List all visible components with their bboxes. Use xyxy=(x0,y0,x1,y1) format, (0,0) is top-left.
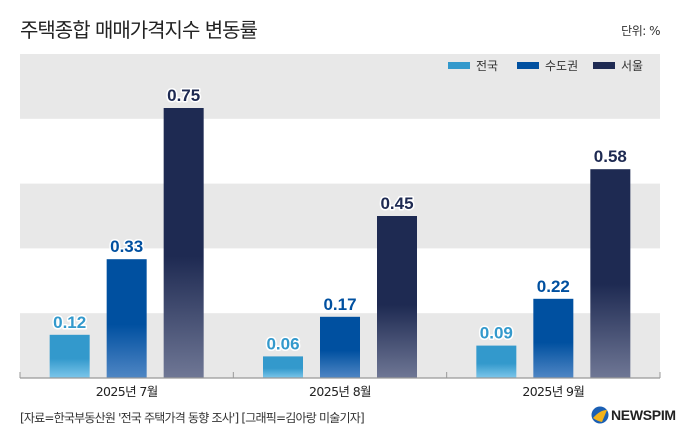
bar-서울 xyxy=(163,108,204,378)
x-axis: 2025년 7월 2025년 8월 2025년 9월 xyxy=(19,372,661,399)
chart-title: 주택종합 매매가격지수 변동률 xyxy=(20,18,258,42)
logo-text: NEWSPIM xyxy=(611,407,676,423)
legend-item: 수도권 xyxy=(517,59,578,73)
bar-수도권 xyxy=(106,259,147,378)
x-tick-label: 2025년 8월 xyxy=(309,384,371,399)
bar-수도권 xyxy=(320,316,360,378)
legend: 전국 수도권 서울 xyxy=(448,59,643,73)
bar-전국 xyxy=(263,356,303,378)
grid-band xyxy=(20,54,660,119)
newspim-logo-icon xyxy=(591,406,609,424)
grid-band xyxy=(20,183,660,249)
data-label: 0.06 xyxy=(266,334,299,353)
newspim-logo: NEWSPIM xyxy=(591,406,676,424)
bar-전국 xyxy=(476,345,517,378)
bar-서울 xyxy=(590,169,631,378)
x-tick-label: 2025년 9월 xyxy=(522,384,584,399)
bars xyxy=(49,108,631,378)
legend-item: 전국 xyxy=(448,59,498,73)
data-label: 0.75 xyxy=(167,86,200,105)
bar-서울 xyxy=(377,216,417,378)
legend-label: 서울 xyxy=(621,59,643,73)
data-labels: 0.12 0.33 0.75 0.06 0.17 0.45 0.09 0.22 0.58 xyxy=(52,85,629,355)
data-label: 0.17 xyxy=(323,295,356,314)
bar-chart: 전국 수도권 서울 0.12 0.33 0.75 0.06 0.17 0.45 0.09 0.22… xyxy=(19,54,661,399)
data-label: 0.33 xyxy=(110,237,143,256)
bar-전국 xyxy=(49,334,90,378)
legend-swatch xyxy=(593,62,615,69)
legend-label: 전국 xyxy=(476,59,498,73)
legend-item: 서울 xyxy=(593,59,643,73)
bar-수도권 xyxy=(533,298,574,378)
data-label: 0.58 xyxy=(594,147,627,166)
x-tick-label: 2025년 7월 xyxy=(96,384,158,399)
data-label: 0.09 xyxy=(480,324,513,343)
data-label: 0.12 xyxy=(53,313,86,332)
data-label: 0.45 xyxy=(380,194,413,213)
unit-label: 단위: % xyxy=(621,24,660,38)
legend-swatch xyxy=(517,62,539,69)
legend-label: 수도권 xyxy=(545,59,578,73)
source-credit: [자료=한국부동산원 '전국 주택가격 동향 조사'] [그래픽=김아랑 미술기… xyxy=(20,411,365,425)
data-label: 0.22 xyxy=(537,277,570,296)
legend-swatch xyxy=(448,62,470,69)
